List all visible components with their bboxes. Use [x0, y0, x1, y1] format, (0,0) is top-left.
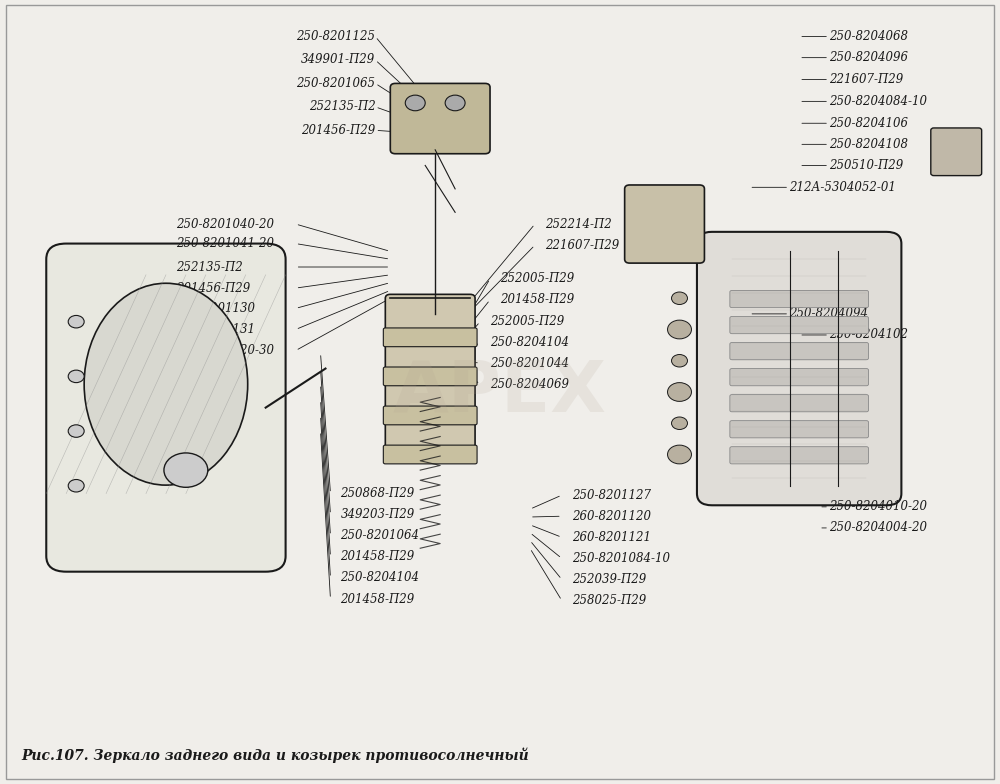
- Circle shape: [164, 453, 208, 488]
- FancyBboxPatch shape: [390, 83, 490, 154]
- Text: 201456-П29: 201456-П29: [176, 281, 250, 295]
- Text: 250-8201065: 250-8201065: [296, 77, 375, 90]
- Text: 252135-П2: 252135-П2: [176, 260, 243, 274]
- Text: 250510-П29: 250510-П29: [829, 159, 903, 172]
- Text: 250-8204069: 250-8204069: [490, 378, 569, 390]
- Circle shape: [668, 383, 691, 401]
- FancyBboxPatch shape: [385, 294, 475, 459]
- FancyBboxPatch shape: [931, 128, 982, 176]
- Text: 250-8201020-30: 250-8201020-30: [176, 344, 274, 357]
- Text: 250-8201040-20: 250-8201040-20: [176, 217, 274, 230]
- Text: 201456-П29: 201456-П29: [301, 124, 375, 136]
- Text: 250-8201041-20: 250-8201041-20: [176, 237, 274, 250]
- Text: 252005-П29: 252005-П29: [490, 315, 564, 328]
- Text: 250-8204010-20: 250-8204010-20: [829, 500, 927, 514]
- Circle shape: [672, 292, 687, 304]
- FancyBboxPatch shape: [730, 343, 868, 360]
- Circle shape: [68, 315, 84, 328]
- Text: APEX: APEX: [393, 358, 607, 426]
- Text: 250-8201127: 250-8201127: [572, 488, 651, 502]
- Text: 221607-П29: 221607-П29: [545, 238, 619, 252]
- FancyBboxPatch shape: [730, 290, 868, 307]
- Text: 250-8201131: 250-8201131: [176, 323, 255, 336]
- Ellipse shape: [84, 283, 248, 485]
- FancyBboxPatch shape: [730, 421, 868, 437]
- Text: Рис.107. Зеркало заднего вида и козырек противосолнечный: Рис.107. Зеркало заднего вида и козырек …: [21, 748, 529, 763]
- Text: 349203-П29: 349203-П29: [340, 508, 415, 521]
- Text: 260-8201120: 260-8201120: [572, 510, 651, 523]
- Text: 250-8201130: 250-8201130: [176, 302, 255, 315]
- Text: 252214-П2: 252214-П2: [545, 217, 612, 230]
- Circle shape: [445, 95, 465, 111]
- Text: 250-8204068: 250-8204068: [829, 30, 908, 43]
- Text: 250-8204104: 250-8204104: [490, 336, 569, 350]
- FancyBboxPatch shape: [383, 445, 477, 464]
- FancyBboxPatch shape: [625, 185, 704, 263]
- FancyBboxPatch shape: [730, 317, 868, 334]
- Text: 250-8204096: 250-8204096: [829, 51, 908, 64]
- Text: 250-8204102: 250-8204102: [829, 328, 908, 342]
- Text: 349901-П29: 349901-П29: [301, 53, 375, 67]
- Text: 250868-П29: 250868-П29: [340, 487, 415, 500]
- Text: 250-8201064: 250-8201064: [340, 529, 419, 543]
- Text: 260-8201121: 260-8201121: [572, 531, 651, 544]
- Circle shape: [68, 480, 84, 492]
- Text: 250-8204106: 250-8204106: [829, 117, 908, 130]
- Text: 221607-П29: 221607-П29: [829, 73, 903, 86]
- Text: 201458-П29: 201458-П29: [340, 550, 415, 564]
- Text: 258025-П29: 258025-П29: [572, 594, 646, 607]
- Text: 250-8204108: 250-8204108: [829, 138, 908, 151]
- Text: 201458-П29: 201458-П29: [340, 593, 415, 605]
- Text: 250-8204004-20: 250-8204004-20: [829, 521, 927, 535]
- FancyBboxPatch shape: [383, 367, 477, 386]
- Circle shape: [672, 354, 687, 367]
- Text: 250-8201084-10: 250-8201084-10: [572, 552, 670, 565]
- FancyBboxPatch shape: [383, 328, 477, 347]
- Circle shape: [68, 370, 84, 383]
- Text: 250-8204084-10: 250-8204084-10: [829, 95, 927, 108]
- Circle shape: [668, 445, 691, 464]
- Text: 252005-П29: 252005-П29: [500, 272, 574, 285]
- Text: 201458-П29: 201458-П29: [500, 293, 574, 307]
- FancyBboxPatch shape: [730, 394, 868, 412]
- Text: 250-8201125: 250-8201125: [296, 30, 375, 43]
- Text: 250-8204104: 250-8204104: [340, 572, 419, 584]
- Circle shape: [405, 95, 425, 111]
- Text: 252039-П29: 252039-П29: [572, 573, 646, 586]
- FancyBboxPatch shape: [697, 232, 901, 505]
- FancyBboxPatch shape: [46, 244, 286, 572]
- Text: 212А-5304052-01: 212А-5304052-01: [789, 181, 896, 194]
- FancyBboxPatch shape: [730, 447, 868, 464]
- Text: 250-8201044: 250-8201044: [490, 357, 569, 369]
- Circle shape: [668, 320, 691, 339]
- Circle shape: [672, 417, 687, 430]
- Text: 252135-П2: 252135-П2: [309, 100, 375, 114]
- Circle shape: [68, 425, 84, 437]
- FancyBboxPatch shape: [383, 406, 477, 425]
- Text: 250-8204094: 250-8204094: [789, 307, 868, 321]
- FancyBboxPatch shape: [730, 368, 868, 386]
